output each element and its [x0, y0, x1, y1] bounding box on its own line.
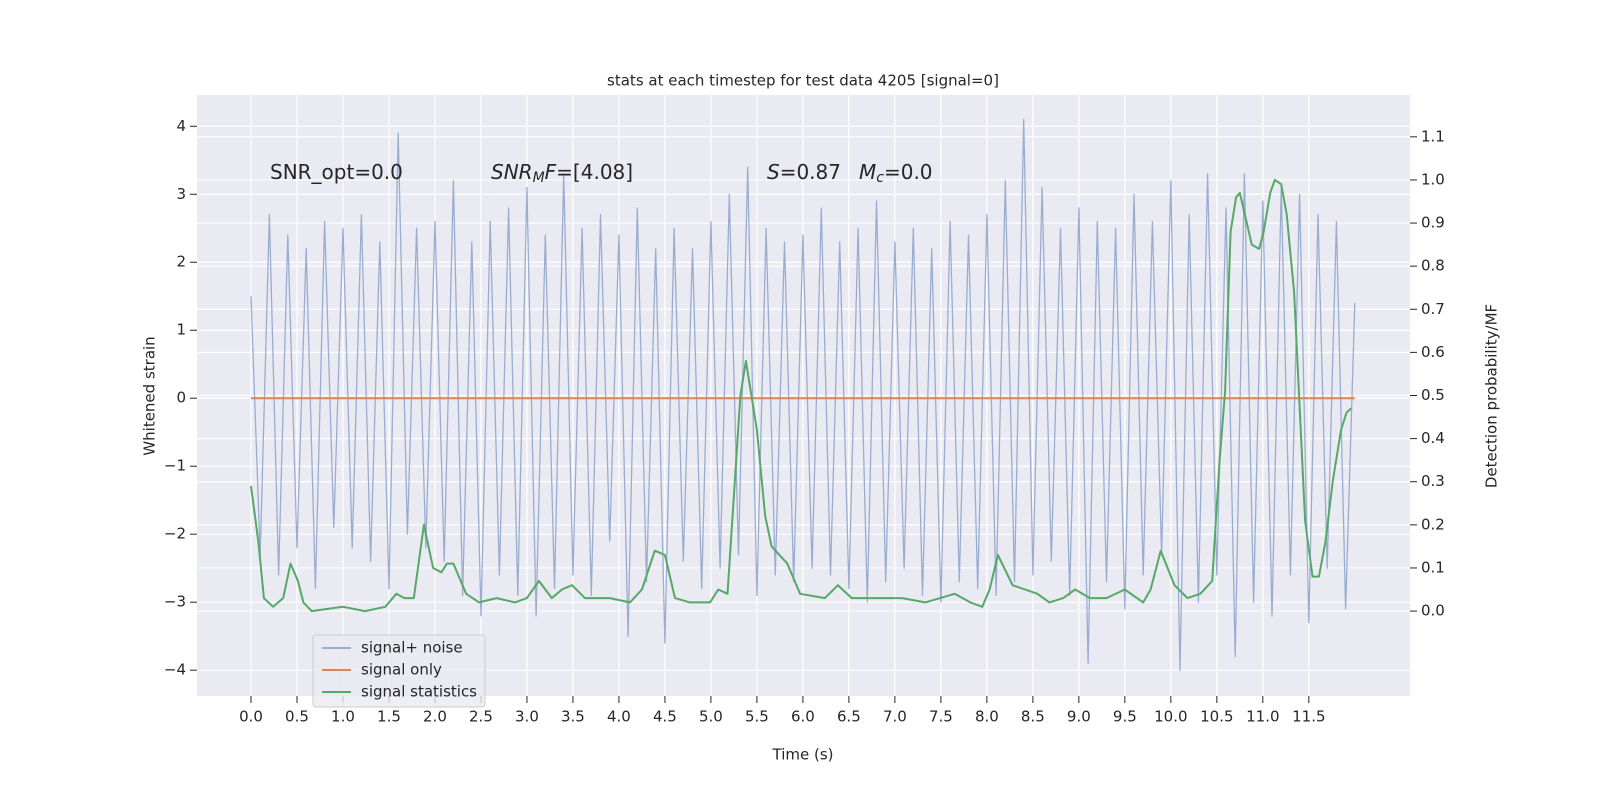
y2-tick-label: 1.1	[1421, 127, 1445, 145]
legend: signal+ noise signal only signal statistic…	[312, 634, 486, 708]
annotation-part: SNR_opt=0.0	[270, 160, 403, 184]
annotation: S=0.87	[767, 160, 841, 184]
x-tick-label: 3.0	[515, 708, 539, 726]
x-tick-label: 10.0	[1154, 708, 1187, 726]
y-tick-label: −2	[164, 525, 186, 543]
x-tick-label: 0.5	[285, 708, 309, 726]
y2-tick-label: 0.7	[1421, 300, 1445, 318]
y2-tick-label: 0.0	[1421, 602, 1445, 620]
x-tick-label: 7.5	[929, 708, 953, 726]
y-tick-label: 4	[176, 117, 186, 135]
series-line	[250, 178, 1352, 613]
x-tick-label: 7.0	[883, 708, 907, 726]
x-tick-label: 11.0	[1246, 708, 1279, 726]
annotation-part: =[4.08]	[556, 160, 633, 184]
x-tick-label: 3.5	[561, 708, 585, 726]
x-tick-label: 5.0	[699, 708, 723, 726]
y-tick-label: 1	[176, 321, 186, 339]
x-tick-label: 0.0	[239, 708, 263, 726]
x-tick-label: 6.5	[837, 708, 861, 726]
annotation-part: =0.0	[884, 160, 933, 184]
annotation: SNR_opt=0.0	[270, 160, 403, 184]
y2-tick-label: 0.8	[1421, 257, 1445, 275]
y-tick-label: −4	[164, 661, 186, 679]
y2-tick-label: 0.4	[1421, 429, 1445, 447]
y2-tick-label: 0.2	[1421, 515, 1445, 533]
y2-tick-label: 1.0	[1421, 170, 1445, 188]
y2-tick-label: 0.9	[1421, 214, 1445, 232]
x-tick-label: 4.0	[607, 708, 631, 726]
annotation-part: S	[767, 160, 780, 184]
y-tick-label: −1	[164, 457, 186, 475]
x-tick-label: 9.0	[1067, 708, 1091, 726]
annotation-part: =0.87	[780, 160, 841, 184]
x-tick-label: 1.5	[377, 708, 401, 726]
x-tick-label: 2.5	[469, 708, 493, 726]
y-tick-label: −3	[164, 593, 186, 611]
x-tick-label: 8.0	[975, 708, 999, 726]
annotation: Mc=0.0	[859, 160, 933, 187]
annotation-part: M	[533, 170, 545, 186]
y2-tick-label: 0.6	[1421, 343, 1445, 361]
x-tick-label: 9.5	[1113, 708, 1137, 726]
x-tick-label: 5.5	[745, 708, 769, 726]
x-tick-label: 4.5	[653, 708, 677, 726]
legend-label: signal only	[361, 661, 442, 679]
y2-tick-label: 0.5	[1421, 386, 1445, 404]
series-line	[250, 118, 1356, 671]
y2-tick-label: 0.3	[1421, 472, 1445, 490]
y-axis-label: Whitened strain	[141, 336, 159, 455]
annotation-part: c	[876, 170, 884, 186]
legend-label: signal+ noise	[361, 639, 463, 657]
x-tick-label: 2.0	[423, 708, 447, 726]
x-tick-label: 6.0	[791, 708, 815, 726]
x-tick-label: 11.5	[1292, 708, 1325, 726]
y-tick-label: 0	[176, 389, 186, 407]
annotation-part: SNR	[491, 160, 533, 184]
x-axis-label: Time (s)	[772, 746, 834, 764]
annotation: SNRMF=[4.08]	[491, 160, 633, 187]
x-tick-label: 1.0	[331, 708, 355, 726]
y-tick-label: 3	[176, 185, 186, 203]
annotation-part: M	[859, 160, 876, 184]
annotation-part: F	[545, 160, 557, 184]
y2-tick-label: 0.1	[1421, 558, 1445, 576]
x-tick-label: 10.5	[1200, 708, 1233, 726]
y-tick-label: 2	[176, 253, 186, 271]
x-tick-label: 8.5	[1021, 708, 1045, 726]
legend-box	[312, 634, 486, 708]
legend-label: signal statistics	[361, 683, 477, 701]
y2-axis-label: Detection probability/MF	[1483, 304, 1501, 488]
chart-title: stats at each timestep for test data 420…	[607, 72, 999, 90]
